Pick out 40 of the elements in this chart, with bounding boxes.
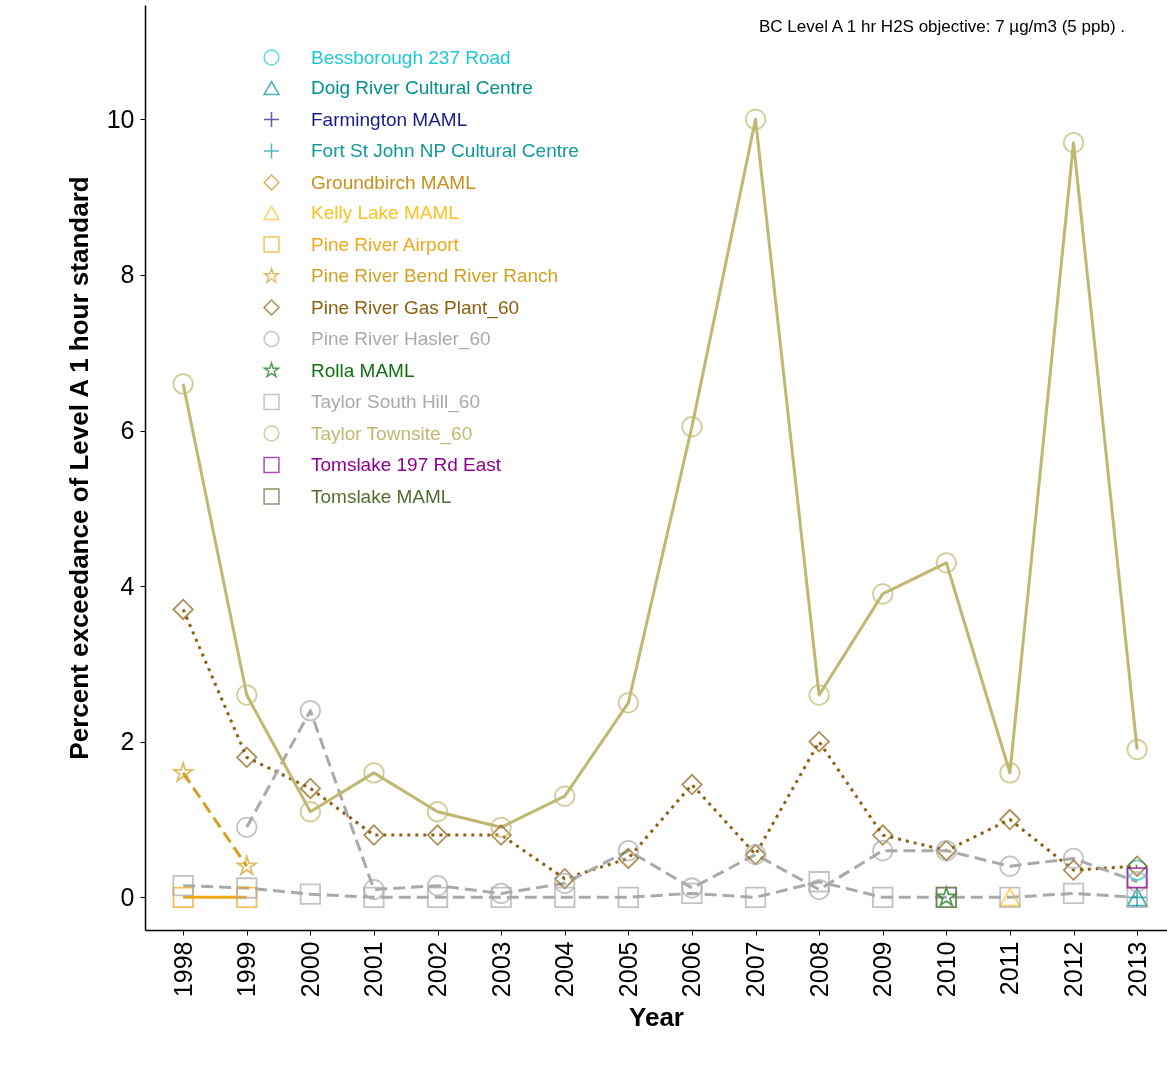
y-tick-label: 8 — [120, 260, 135, 289]
x-tick-label: 2003 — [486, 941, 515, 998]
legend-label: Groundbirch MAML — [311, 171, 476, 193]
x-tick-label: 2013 — [1122, 941, 1151, 998]
x-tick-label: 2004 — [550, 941, 579, 998]
x-tick-label: 2001 — [359, 941, 388, 998]
x-tick-label: 2006 — [677, 941, 706, 998]
legend-label: Pine River Bend River Ranch — [311, 265, 559, 286]
y-tick-label: 4 — [120, 571, 135, 600]
y-axis-title: Percent exceedance of Level A 1 hour standard — [63, 176, 94, 760]
x-tick-label: 2011 — [995, 941, 1024, 996]
legend-label: Fort St John NP Cultural Centre — [311, 140, 579, 161]
legend-label: Bessborough 237 Road — [311, 46, 511, 68]
y-tick-label: 10 — [106, 104, 135, 133]
legend-label: Doig River Cultural Centre — [311, 77, 533, 98]
legend-label: Tomslake 197 Rd East — [311, 454, 502, 475]
x-tick-label: 2002 — [423, 941, 452, 998]
legend-label: Pine River Hasler_60 — [311, 328, 491, 350]
legend-label: Pine River Airport — [311, 233, 460, 255]
annotation: BC Level A 1 hr H2S objective: 7 µg/m3 (5 ppb) . — [758, 17, 1125, 36]
legend-label: Farmington MAML — [311, 108, 468, 130]
y-tick-label: 0 — [120, 882, 135, 911]
legend-label: Tomslake MAML — [311, 485, 452, 507]
x-tick-label: 2012 — [1059, 941, 1088, 998]
legend-label: Taylor Townsite_60 — [311, 422, 473, 445]
x-tick-label: 2000 — [295, 941, 324, 998]
x-tick-label: 2010 — [931, 941, 960, 998]
y-tick-label: 2 — [120, 727, 135, 756]
x-tick-label: 1998 — [168, 941, 197, 998]
legend-label: Rolla MAML — [311, 359, 415, 381]
x-tick-label: 2008 — [804, 941, 833, 998]
x-axis-title: Year — [629, 1002, 684, 1033]
x-tick-label: 2007 — [741, 941, 770, 998]
legend-label: Kelly Lake MAML — [311, 202, 459, 223]
y-tick-label: 6 — [120, 416, 135, 445]
x-tick-label: 1999 — [232, 941, 261, 998]
legend-label: Taylor South Hill_60 — [311, 391, 480, 413]
x-tick-label: 2009 — [868, 941, 897, 998]
legend-label: Pine River Gas Plant_60 — [311, 296, 520, 319]
x-tick-label: 2005 — [613, 941, 642, 998]
